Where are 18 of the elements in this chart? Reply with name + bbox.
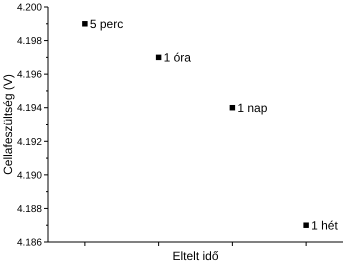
- y-tick-label: 4.188: [16, 204, 42, 215]
- annotation: 5 perc: [90, 16, 124, 31]
- x-axis-title: Eltelt idő: [172, 249, 219, 263]
- y-tick-label: 4.194: [16, 103, 42, 114]
- point: [82, 21, 88, 27]
- annotation: 1 hét: [311, 218, 338, 232]
- point: [230, 104, 236, 110]
- y-tick-label: 4.196: [16, 70, 42, 81]
- point: [303, 222, 309, 228]
- annotation: 1 nap: [237, 100, 268, 115]
- y-axis-title: Cellafeszültség (V): [1, 74, 15, 175]
- annotation: 1 óra: [164, 50, 192, 65]
- y-tick-label: 4.200: [16, 2, 42, 14]
- y-tick-label: 4.186: [16, 238, 42, 248]
- point: [156, 54, 162, 60]
- y-tick-label: 4.190: [16, 170, 42, 182]
- y-tick-label: 4.192: [16, 136, 42, 148]
- y-tick-label: 4.198: [16, 36, 42, 48]
